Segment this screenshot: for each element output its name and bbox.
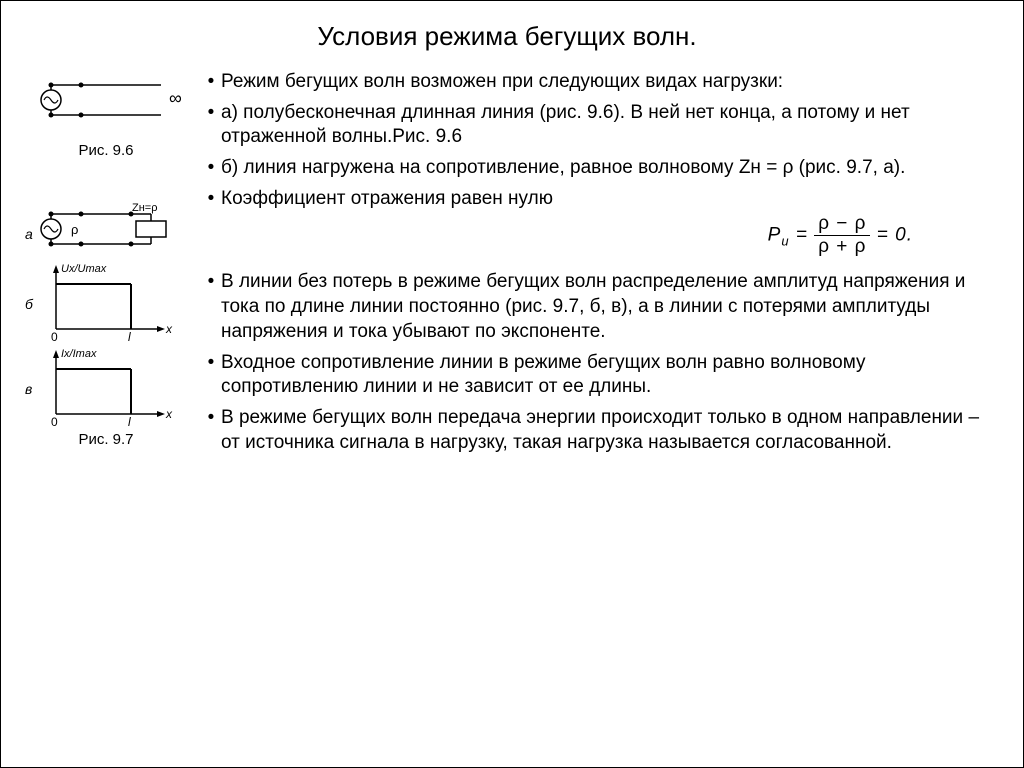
svg-text:в: в — [25, 381, 32, 397]
svg-text:x: x — [165, 322, 173, 336]
bullet-5: •В линии без потерь в режиме бегущих вол… — [201, 270, 993, 344]
svg-text:Ux/Umax: Ux/Umax — [61, 263, 107, 275]
bullet-3: •б) линия нагружена на сопротивление, ра… — [201, 156, 993, 181]
formula: Pu = ρ − ρ ρ + ρ = 0. — [201, 213, 993, 258]
svg-text:l: l — [128, 415, 131, 429]
svg-text:x: x — [165, 407, 173, 421]
figure-9-6: ∞ Рис. 9.6 — [31, 70, 181, 159]
bullet-7: •В режиме бегущих волн передача энергии … — [201, 406, 993, 455]
infinity-symbol: ∞ — [169, 88, 181, 108]
svg-text:а: а — [25, 226, 33, 242]
svg-text:Ix/Imax: Ix/Imax — [61, 348, 97, 360]
svg-text:Zн=ρ: Zн=ρ — [132, 202, 157, 214]
fig-9-7-a: а ρ — [21, 199, 191, 259]
fig-9-7-c: в Ix/Imax 0 l x — [21, 344, 191, 429]
svg-text:б: б — [25, 296, 34, 312]
svg-text:ρ: ρ — [71, 222, 78, 237]
figure-9-7: а ρ — [21, 199, 191, 448]
page-title: Условия режима бегущих волн. — [21, 21, 993, 52]
svg-text:l: l — [128, 330, 131, 344]
text-column: •Режим бегущих волн возможен при следующ… — [191, 70, 993, 461]
figures-column: ∞ Рис. 9.6 а — [21, 70, 191, 461]
bullet-6: •Входное сопротивление линии в режиме бе… — [201, 351, 993, 400]
bullet-4: •Коэффициент отражения равен нулю — [201, 187, 993, 212]
fig-9-7-caption: Рис. 9.7 — [21, 431, 191, 448]
fig-9-6-caption: Рис. 9.6 — [31, 142, 181, 159]
content-area: ∞ Рис. 9.6 а — [21, 70, 993, 461]
svg-text:0: 0 — [51, 330, 58, 344]
svg-text:0: 0 — [51, 415, 58, 429]
figure-9-6-svg: ∞ — [31, 70, 181, 140]
bullet-2: •а) полубесконечная длинная линия (рис. … — [201, 101, 993, 150]
bullet-1: •Режим бегущих волн возможен при следующ… — [201, 70, 993, 95]
fig-9-7-b: б Ux/Umax 0 l x — [21, 259, 191, 344]
